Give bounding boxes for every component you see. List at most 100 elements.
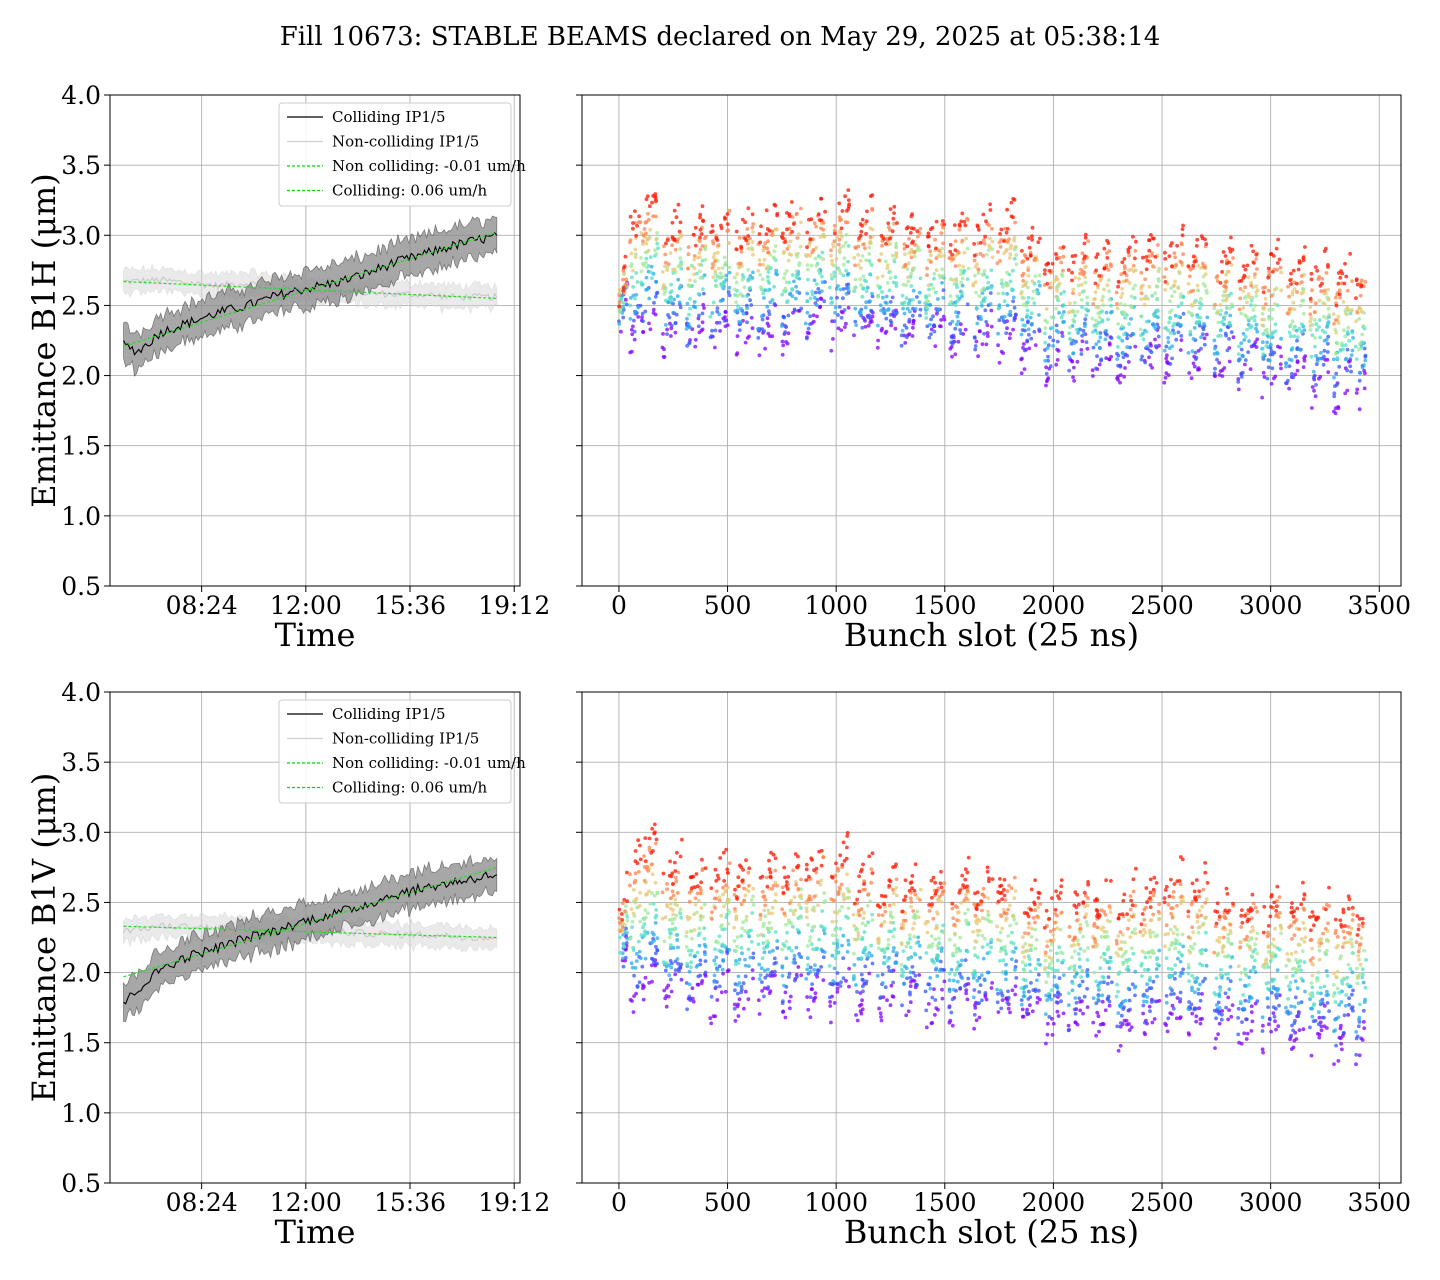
scatter-point	[804, 977, 809, 981]
scatter-point	[1246, 322, 1251, 327]
scatter-point	[747, 334, 751, 339]
scatter-point	[1149, 233, 1153, 237]
scatter-point	[913, 307, 918, 311]
scatter-point	[1171, 324, 1175, 329]
scatter-point	[664, 241, 668, 246]
scatter-point	[1066, 1003, 1071, 1007]
scatter-point	[941, 889, 946, 894]
scatter-point	[1076, 942, 1081, 947]
scatter-point	[1170, 344, 1174, 349]
scatter-point	[1077, 292, 1082, 297]
scatter-point	[1127, 998, 1132, 1003]
scatter-point	[772, 256, 777, 261]
scatter-point	[762, 986, 767, 990]
scatter-point	[860, 254, 865, 258]
scatter-point	[808, 995, 813, 1000]
scatter-point	[667, 296, 672, 300]
scatter-point	[1299, 274, 1304, 278]
panel-b1v-time: 0.51.01.52.02.53.03.54.008:24 12:00 15:36 1…	[25, 678, 550, 1251]
scatter-point	[982, 241, 987, 246]
scatter-point	[860, 921, 865, 926]
scatter-point	[624, 941, 629, 945]
scatter-point	[1081, 260, 1085, 265]
scatter-point	[853, 263, 857, 268]
scatter-point	[915, 229, 920, 234]
scatter-point	[708, 335, 713, 340]
scatter-point	[1003, 944, 1007, 949]
scatter-point	[692, 954, 697, 959]
scatter-point	[1036, 905, 1040, 910]
scatter-point	[1252, 318, 1257, 323]
scatter-point	[623, 909, 627, 914]
legend-label: Colliding: 0.06 um/h	[332, 182, 487, 200]
scatter-point	[1002, 314, 1007, 319]
scatter-point	[1102, 952, 1107, 956]
scatter-point	[1131, 951, 1136, 956]
scatter-point	[831, 898, 836, 903]
scatter-point	[1153, 999, 1158, 1004]
scatter-point	[1236, 352, 1241, 356]
scatter-point	[765, 884, 770, 889]
scatter-point	[892, 257, 897, 262]
scatter-point	[766, 270, 771, 274]
scatter-point	[1094, 897, 1099, 901]
scatter-point	[1096, 1014, 1101, 1019]
scatter-point	[761, 291, 766, 296]
scatter-point	[1032, 301, 1037, 306]
scatter-point	[662, 347, 666, 352]
scatter-point	[880, 274, 885, 278]
scatter-point	[1044, 908, 1049, 913]
scatter-point	[781, 343, 786, 348]
scatter-point	[840, 862, 845, 867]
scatter-point	[955, 968, 959, 972]
scatter-point	[846, 198, 851, 203]
scatter-point	[717, 895, 722, 900]
scatter-point	[975, 223, 980, 228]
scatter-point	[1044, 371, 1049, 376]
scatter-point	[1218, 369, 1223, 373]
scatter-point	[854, 983, 858, 987]
scatter-point	[1022, 990, 1026, 994]
scatter-point	[676, 202, 681, 207]
scatter-point	[988, 202, 992, 207]
scatter-point	[1354, 319, 1359, 324]
scatter-point	[1324, 271, 1329, 275]
scatter-point	[734, 917, 739, 922]
scatter-point	[909, 255, 914, 260]
scatter-point	[697, 926, 702, 931]
scatter-point	[782, 288, 786, 293]
scatter-point	[1266, 275, 1271, 280]
scatter-point	[678, 305, 683, 310]
scatter-point	[1102, 935, 1107, 939]
scatter-point	[837, 268, 842, 273]
scatter-point	[1005, 270, 1009, 275]
scatter-point	[670, 243, 674, 248]
scatter-point	[1078, 965, 1082, 969]
scatter-point	[751, 886, 756, 891]
scatter-point	[985, 869, 990, 874]
scatter-point	[847, 984, 851, 989]
scatter-point	[956, 250, 961, 255]
scatter-point	[1004, 230, 1009, 235]
scatter-point	[654, 214, 658, 219]
scatter-point	[756, 269, 761, 273]
scatter-point	[855, 897, 859, 902]
scatter-point	[635, 905, 639, 910]
scatter-point	[909, 271, 913, 276]
scatter-point	[947, 971, 952, 976]
scatter-point	[812, 295, 817, 300]
scatter-point	[744, 238, 749, 243]
scatter-point	[651, 311, 656, 315]
scatter-point	[1069, 359, 1074, 363]
scatter-point	[718, 299, 723, 303]
scatter-point	[1332, 391, 1337, 396]
scatter-point	[1026, 236, 1031, 241]
scatter-point	[1311, 375, 1316, 380]
scatter-point	[618, 289, 623, 294]
scatter-point	[846, 289, 851, 293]
scatter-point	[698, 973, 703, 978]
scatter-point	[1143, 923, 1148, 928]
scatter-point	[972, 946, 977, 950]
legend-box	[278, 102, 512, 207]
scatter-point	[907, 332, 912, 336]
